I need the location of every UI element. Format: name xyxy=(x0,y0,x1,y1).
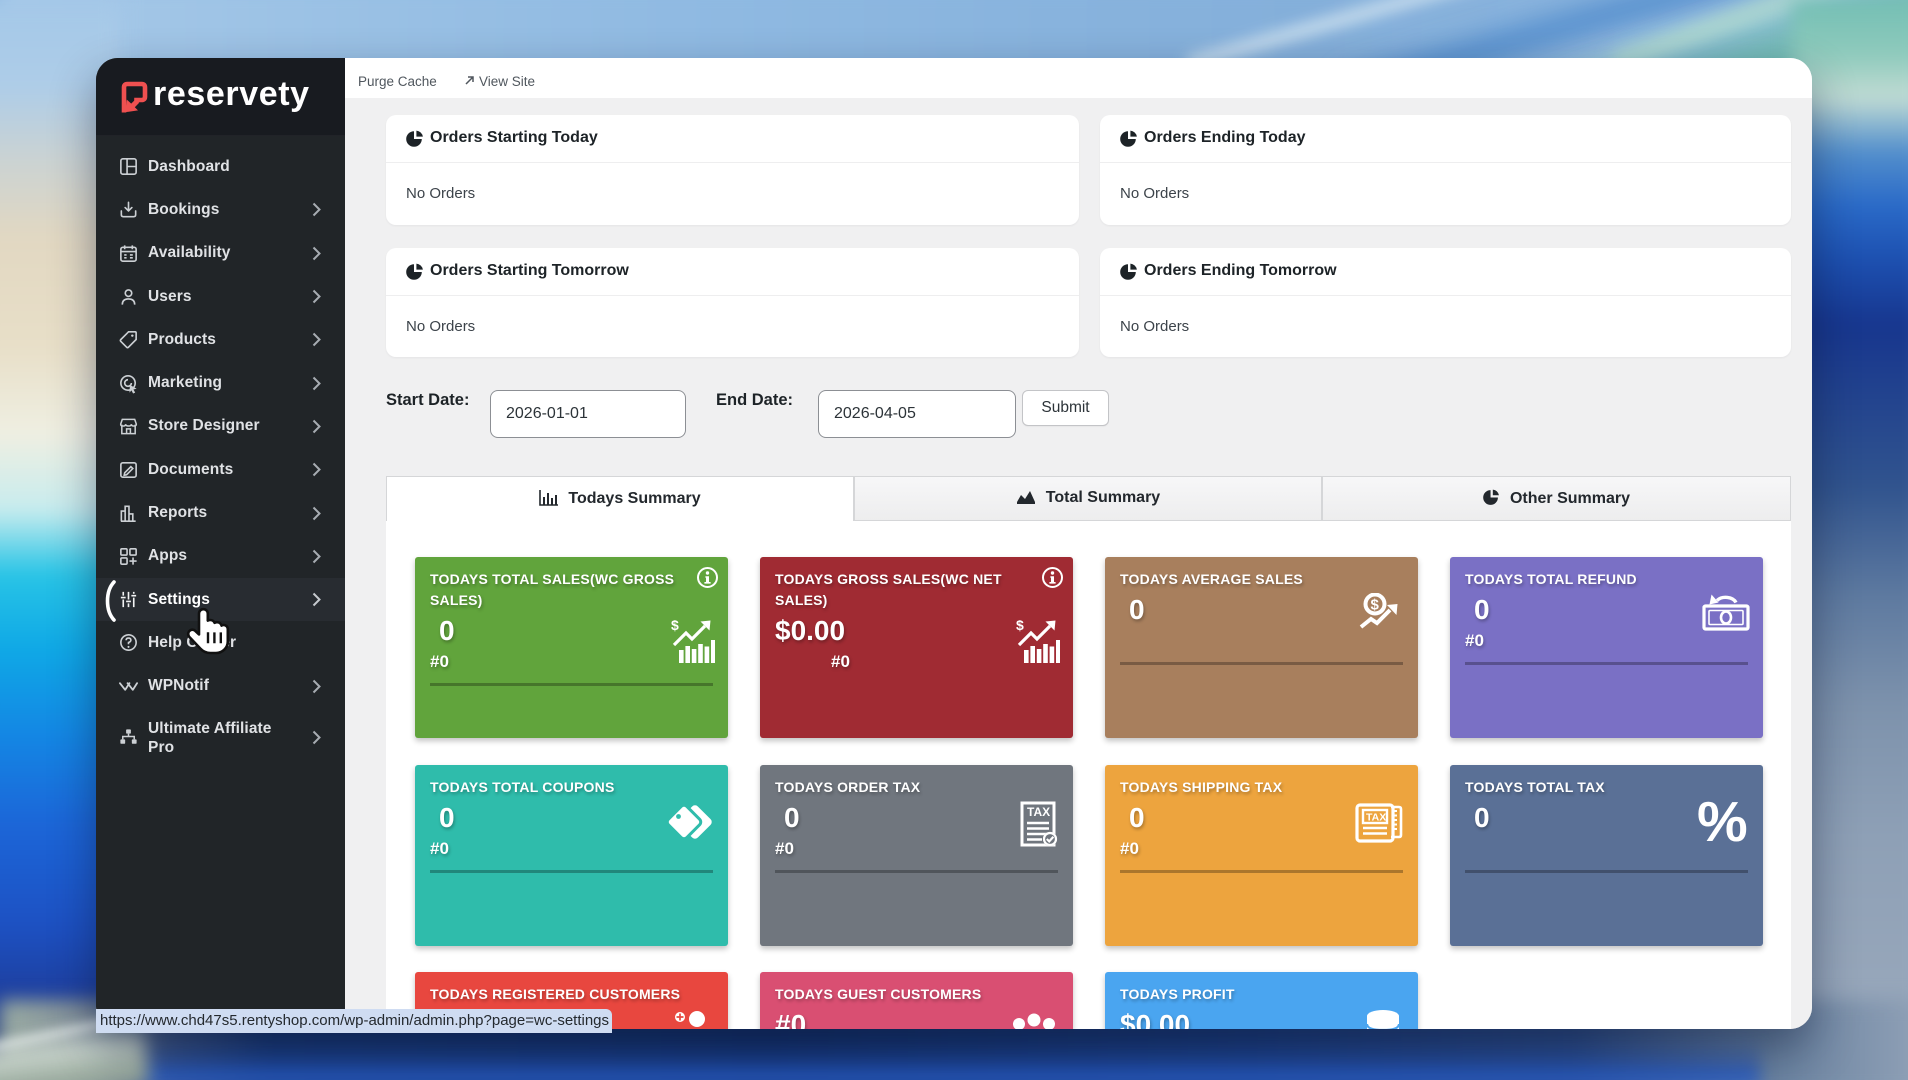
svg-text:$: $ xyxy=(1016,617,1024,633)
svg-text:$: $ xyxy=(671,617,679,633)
svg-text:%: % xyxy=(1697,790,1748,847)
svg-text:TAX: TAX xyxy=(1366,811,1386,823)
svg-text:TAX: TAX xyxy=(1027,805,1050,819)
svg-text:$: $ xyxy=(1371,596,1380,613)
